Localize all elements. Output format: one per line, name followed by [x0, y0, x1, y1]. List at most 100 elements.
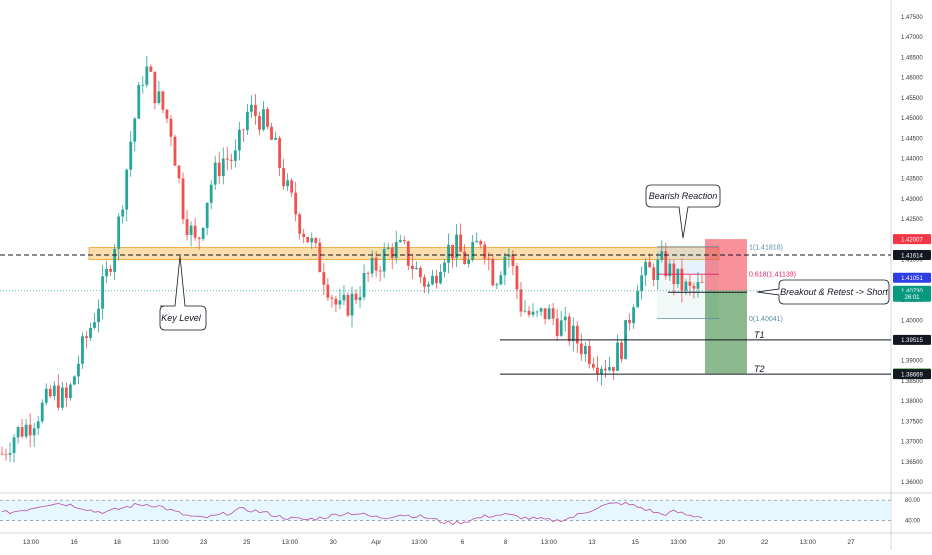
- bearish-candle[interactable]: [664, 251, 668, 277]
- bullish-candle[interactable]: [471, 242, 475, 260]
- bearish-candle[interactable]: [169, 118, 173, 137]
- bullish-candle[interactable]: [608, 367, 611, 371]
- bearish-candle[interactable]: [217, 162, 221, 177]
- bearish-candle[interactable]: [326, 284, 330, 298]
- bullish-candle[interactable]: [12, 437, 16, 454]
- bearish-candle[interactable]: [181, 178, 185, 220]
- bearish-candle[interactable]: [4, 453, 8, 455]
- bearish-candle[interactable]: [314, 238, 318, 243]
- bullish-candle[interactable]: [121, 209, 125, 217]
- bullish-candle[interactable]: [32, 428, 36, 436]
- bullish-candle[interactable]: [233, 150, 237, 161]
- bearish-candle[interactable]: [306, 236, 310, 243]
- bullish-candle[interactable]: [386, 247, 390, 249]
- bearish-candle[interactable]: [254, 104, 257, 117]
- bullish-candle[interactable]: [636, 291, 640, 308]
- bearish-candle[interactable]: [0, 453, 4, 455]
- bearish-candle[interactable]: [459, 234, 463, 252]
- bullish-candle[interactable]: [97, 308, 100, 323]
- bullish-candle[interactable]: [443, 262, 446, 272]
- bearish-candle[interactable]: [354, 293, 358, 301]
- bullish-candle[interactable]: [77, 363, 80, 377]
- bearish-candle[interactable]: [225, 158, 229, 160]
- bullish-candle[interactable]: [274, 137, 277, 140]
- bullish-candle[interactable]: [455, 234, 458, 258]
- bearish-candle[interactable]: [56, 385, 60, 408]
- bearish-candle[interactable]: [410, 265, 414, 270]
- bullish-candle[interactable]: [503, 256, 507, 276]
- bearish-candle[interactable]: [278, 137, 281, 168]
- bullish-candle[interactable]: [684, 281, 688, 291]
- bullish-candle[interactable]: [36, 421, 40, 429]
- bearish-candle[interactable]: [487, 258, 491, 260]
- price-tag[interactable]: [893, 272, 931, 283]
- bearish-candle[interactable]: [491, 258, 495, 286]
- bullish-candle[interactable]: [559, 320, 563, 336]
- bearish-candle[interactable]: [165, 109, 169, 119]
- bullish-candle[interactable]: [640, 275, 644, 292]
- bullish-candle[interactable]: [213, 162, 217, 185]
- price-tag[interactable]: [893, 334, 931, 345]
- bearish-candle[interactable]: [28, 424, 32, 436]
- bearish-candle[interactable]: [435, 275, 438, 284]
- bullish-candle[interactable]: [113, 248, 117, 272]
- bearish-candle[interactable]: [366, 273, 370, 274]
- bullish-candle[interactable]: [338, 300, 342, 305]
- bullish-candle[interactable]: [44, 388, 48, 403]
- bearish-candle[interactable]: [587, 346, 591, 364]
- key-level-zone[interactable]: [88, 247, 720, 260]
- bearish-candle[interactable]: [463, 251, 467, 265]
- bullish-candle[interactable]: [237, 129, 241, 151]
- bullish-candle[interactable]: [16, 427, 20, 438]
- bullish-candle[interactable]: [221, 158, 225, 177]
- bearish-candle[interactable]: [258, 116, 261, 130]
- bearish-candle[interactable]: [692, 285, 696, 289]
- bullish-candle[interactable]: [563, 316, 567, 321]
- bearish-candle[interactable]: [48, 388, 52, 397]
- price-tag[interactable]: [893, 291, 931, 302]
- bullish-candle[interactable]: [117, 216, 121, 249]
- bullish-candle[interactable]: [250, 104, 253, 112]
- bullish-candle[interactable]: [141, 84, 145, 86]
- bearish-candle[interactable]: [628, 320, 631, 324]
- bullish-candle[interactable]: [447, 244, 450, 263]
- bullish-candle[interactable]: [475, 240, 479, 243]
- bullish-candle[interactable]: [358, 297, 362, 301]
- bearish-candle[interactable]: [648, 261, 652, 268]
- bearish-candle[interactable]: [567, 316, 571, 342]
- bullish-candle[interactable]: [632, 307, 636, 324]
- bearish-candle[interactable]: [20, 427, 24, 437]
- bearish-candle[interactable]: [298, 214, 302, 234]
- bullish-candle[interactable]: [145, 66, 149, 85]
- bearish-candle[interactable]: [173, 136, 177, 166]
- bullish-candle[interactable]: [60, 387, 64, 408]
- bearish-candle[interactable]: [519, 289, 523, 312]
- bullish-candle[interactable]: [209, 184, 213, 203]
- bearish-candle[interactable]: [451, 244, 454, 258]
- bullish-candle[interactable]: [495, 284, 499, 286]
- bullish-candle[interactable]: [81, 336, 84, 364]
- bearish-candle[interactable]: [270, 126, 273, 140]
- bullish-candle[interactable]: [350, 293, 354, 316]
- bearish-candle[interactable]: [322, 272, 326, 285]
- bullish-candle[interactable]: [8, 453, 12, 455]
- bearish-candle[interactable]: [423, 277, 426, 287]
- bullish-candle[interactable]: [507, 254, 511, 257]
- bearish-candle[interactable]: [688, 281, 692, 286]
- price-tag[interactable]: [893, 234, 931, 245]
- bearish-candle[interactable]: [197, 237, 201, 239]
- bullish-candle[interactable]: [362, 273, 366, 298]
- bearish-candle[interactable]: [511, 254, 515, 267]
- bullish-candle[interactable]: [523, 310, 527, 312]
- bearish-candle[interactable]: [302, 233, 306, 237]
- bullish-candle[interactable]: [616, 342, 619, 371]
- bullish-candle[interactable]: [467, 259, 471, 265]
- bullish-candle[interactable]: [660, 251, 664, 260]
- price-axis[interactable]: 1.47500 1.47000 1.46500 1.46000 1.45500 1.450…: [893, 15, 931, 486]
- bearish-candle[interactable]: [483, 244, 487, 259]
- bullish-candle[interactable]: [394, 241, 398, 259]
- bullish-candle[interactable]: [201, 227, 205, 239]
- bullish-candle[interactable]: [668, 263, 672, 277]
